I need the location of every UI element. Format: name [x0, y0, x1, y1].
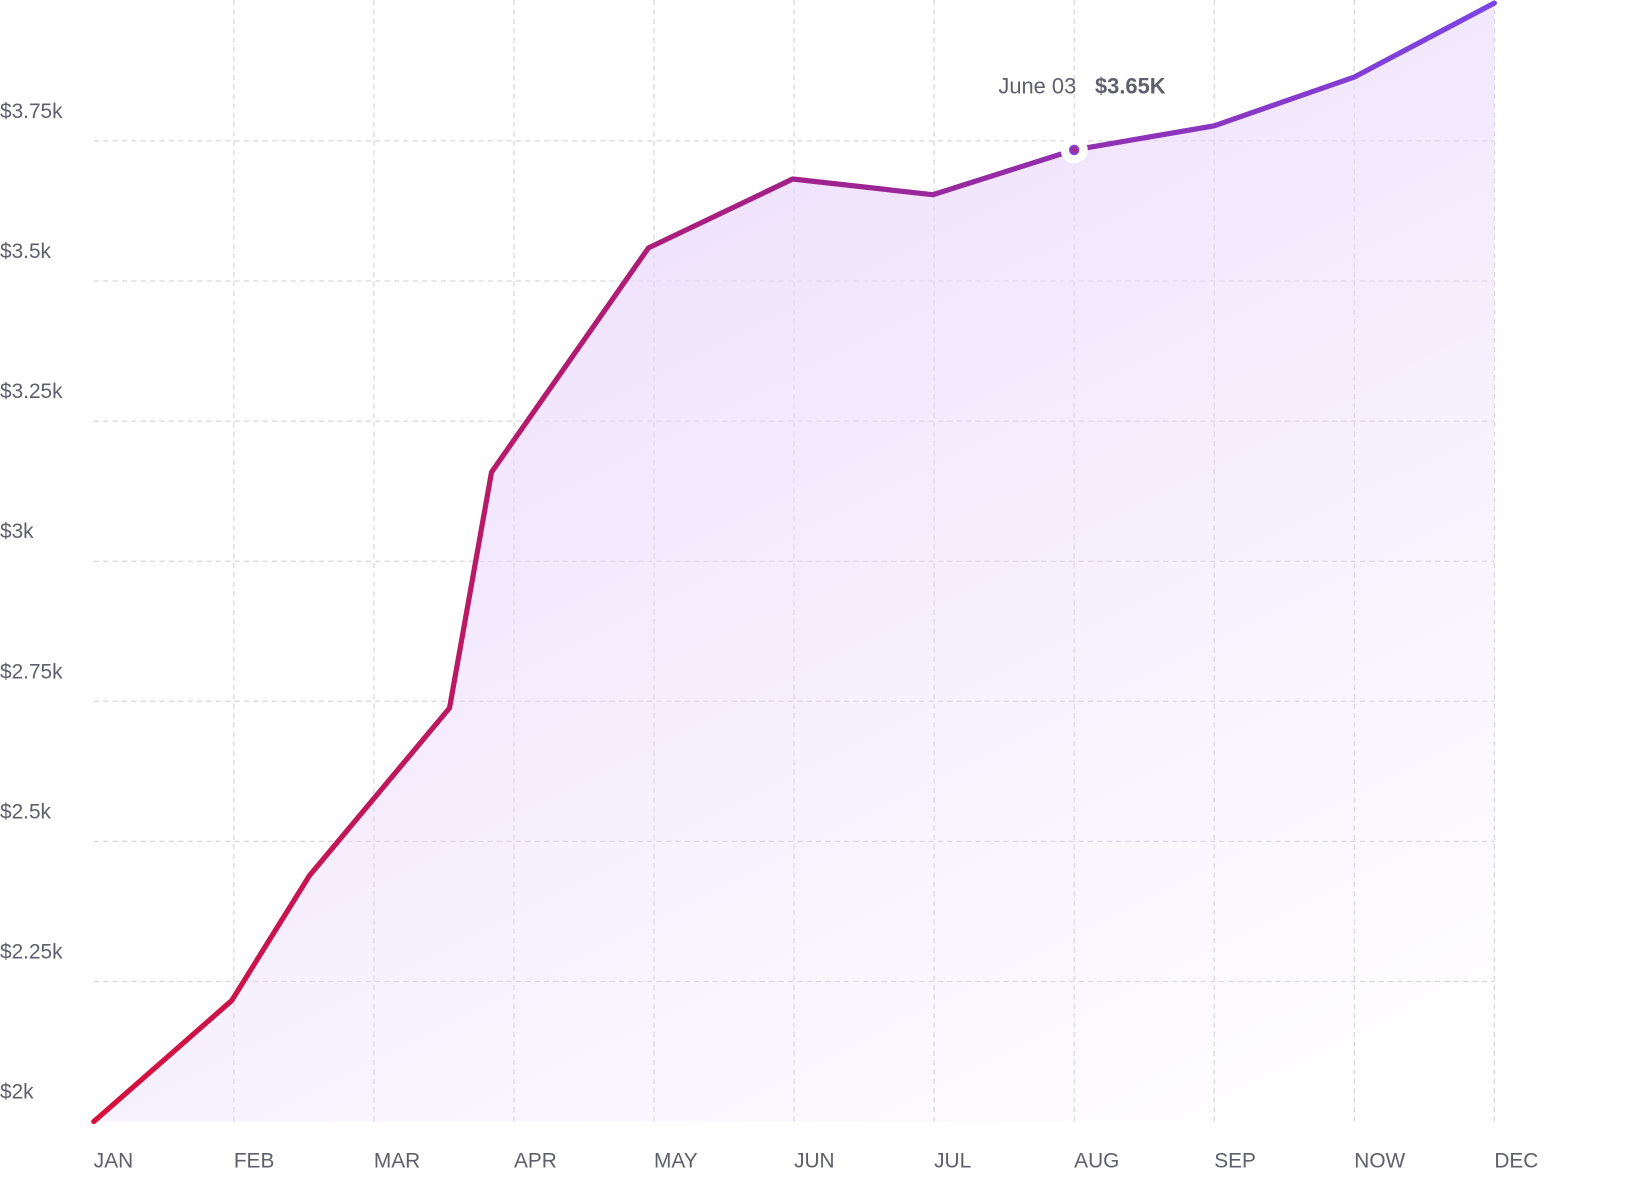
x-axis: JAN FEB MAR APR MAY JUN JUL AUG SEP NOW DEC — [94, 1149, 1539, 1172]
tooltip: June 03 $3.65K — [998, 74, 1166, 164]
tooltip-marker[interactable] — [1068, 144, 1080, 156]
y-tick-label: $3.25k — [0, 380, 63, 403]
x-tick-label: MAR — [374, 1149, 420, 1172]
y-tick-label: $3.5k — [0, 240, 52, 263]
x-tick-label: JAN — [94, 1149, 133, 1172]
y-tick-label: $2.5k — [0, 800, 52, 823]
y-tick-label: $2k — [0, 1081, 34, 1104]
tooltip-date: June 03 — [998, 74, 1076, 99]
x-tick-label: NOW — [1354, 1149, 1405, 1172]
x-tick-label: FEB — [234, 1149, 275, 1172]
x-tick-label: MAY — [654, 1149, 698, 1172]
series-line — [91, 0, 1497, 1125]
x-tick-label: AUG — [1074, 1149, 1119, 1172]
x-tick-label: JUL — [934, 1149, 971, 1172]
area-fill — [93, 3, 1495, 1122]
x-tick-label: SEP — [1214, 1149, 1256, 1172]
y-tick-label: $2.75k — [0, 660, 63, 683]
x-tick-label: JUN — [794, 1149, 834, 1172]
x-tick-label: APR — [514, 1149, 557, 1172]
y-tick-label: $2.25k — [0, 941, 63, 964]
y-tick-label: $3.75k — [0, 100, 63, 123]
y-axis: $2k $2.25k $2.5k $2.75k $3k $3.25k $3.5k $3.75k — [0, 100, 63, 1104]
y-tick-label: $3k — [0, 520, 34, 543]
tooltip-value: $3.65K — [1095, 74, 1166, 99]
x-tick-label: DEC — [1494, 1149, 1538, 1172]
